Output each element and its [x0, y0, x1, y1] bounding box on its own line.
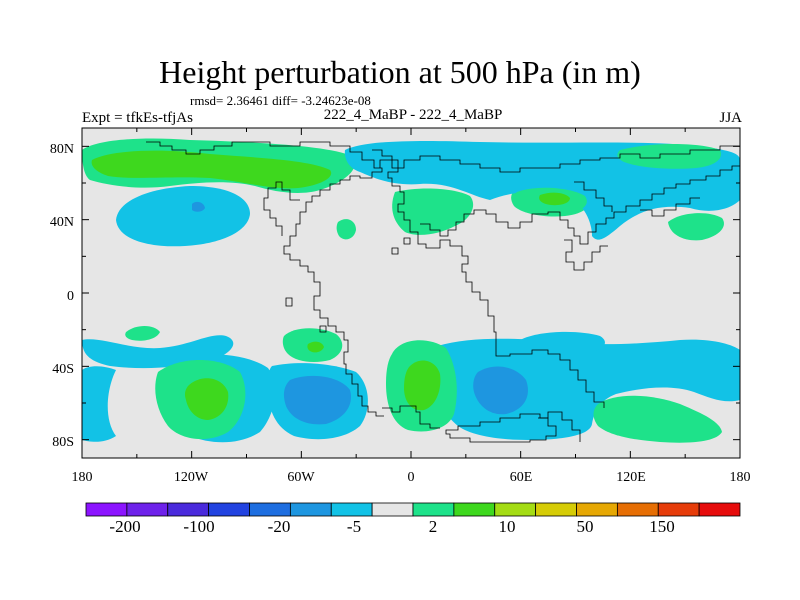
colorbar-swatch — [371, 502, 414, 517]
contour-positive-south-atlantic-core — [404, 360, 441, 411]
y-tick-40n: 40N — [50, 215, 74, 230]
contour-positive-north-pacific — [668, 213, 724, 241]
contour-negative-south-indian — [430, 338, 740, 440]
x-tick-0: 0 — [408, 470, 415, 485]
colorbar-swatch — [167, 502, 210, 517]
colorbar-swatch — [126, 502, 169, 517]
contour-negative-south-band — [82, 366, 116, 442]
colorbar-swatch — [330, 502, 373, 517]
colorbar-label-minus-100: -100 — [183, 517, 214, 536]
map-title: Height perturbation at 500 hPa (in m) — [159, 54, 641, 90]
contour-negative-far-east-south — [676, 346, 723, 366]
experiment-label: Expt = tfkEs-tfjAs — [82, 110, 193, 126]
coastlines — [146, 141, 740, 443]
colorbar-swatch — [616, 502, 659, 517]
contour-positive-south-pacific-core — [184, 378, 229, 420]
y-tick-80n: 80N — [50, 142, 74, 157]
contour-positive-europe-overlay — [396, 190, 470, 232]
colorbar — [85, 502, 741, 517]
y-tick-0: 0 — [67, 289, 74, 304]
colorbar-swatch — [208, 502, 250, 517]
contour-positive-north-core — [91, 150, 332, 189]
contour-positive-asia-core-overlay — [539, 192, 570, 206]
colorbar-swatch — [698, 502, 741, 517]
x-tick-60w: 60W — [287, 470, 315, 485]
x-tick-120e: 120E — [616, 470, 646, 485]
colorbar-label-50: 50 — [577, 517, 594, 536]
contour-positive-south-east — [593, 395, 722, 443]
colorbar-swatch — [657, 502, 700, 517]
x-axis-labels: 180 120W 60W 0 60E 120E 180 — [72, 470, 751, 485]
y-axis-labels: 80N 40N 0 40S 80S — [50, 142, 74, 450]
season-label: JJA — [719, 110, 742, 126]
x-tick-120w: 120W — [174, 470, 209, 485]
contour-negative-south-indian-core — [473, 366, 528, 415]
contour-negative-north-pacific-core — [192, 201, 205, 212]
colorbar-label-minus-200: -200 — [109, 517, 140, 536]
contour-negative-north-pacific — [116, 186, 250, 247]
x-tick-60e: 60E — [510, 470, 533, 485]
y-tick-80s: 80S — [52, 435, 74, 450]
colorbar-swatch — [494, 502, 537, 517]
colorbar-swatch — [453, 502, 496, 517]
tick-marks — [81, 128, 741, 458]
contour-positive-small-atlantic — [336, 219, 356, 240]
contour-positive-south-america-core — [307, 341, 324, 353]
case-label: 222_4_MaBP - 222_4_MaBP — [323, 107, 503, 123]
colorbar-label-150: 150 — [649, 517, 675, 536]
colorbar-label-minus-5: -5 — [347, 517, 361, 536]
rmsd-diff-stats: rmsd= 2.36461 diff= -3.24623e-08 — [190, 93, 371, 108]
contour-positive-south-pacific — [125, 326, 160, 341]
x-tick-180e: 180 — [730, 470, 751, 485]
colorbar-swatch — [412, 502, 455, 517]
contour-field — [82, 128, 740, 458]
colorbar-label-minus-20: -20 — [268, 517, 291, 536]
colorbar-swatch — [535, 502, 577, 517]
colorbar-labels: -200 -100 -20 -5 2 10 50 150 — [109, 517, 674, 536]
contour-negative-south-east — [518, 331, 605, 354]
colorbar-swatch — [85, 502, 128, 517]
colorbar-label-2: 2 — [429, 517, 438, 536]
colorbar-swatch — [576, 502, 618, 517]
colorbar-swatch — [249, 502, 291, 517]
colorbar-label-10: 10 — [499, 517, 516, 536]
x-tick-180w: 180 — [72, 470, 93, 485]
y-tick-40s: 40S — [52, 362, 74, 377]
colorbar-swatch — [289, 502, 332, 517]
contour-negative-south-atlantic-core — [283, 375, 351, 425]
